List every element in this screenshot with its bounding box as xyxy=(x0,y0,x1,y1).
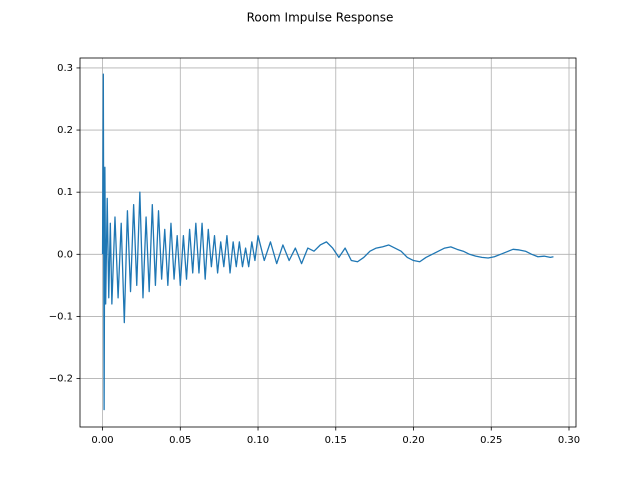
x-tick-label: 0.15 xyxy=(325,435,347,446)
x-tick-label: 0.20 xyxy=(402,435,424,446)
chart-title: Room Impulse Response xyxy=(247,11,394,25)
plot-frame xyxy=(79,57,577,428)
x-tick-label: 0.30 xyxy=(558,435,580,446)
y-tick-label: −0.1 xyxy=(49,311,73,322)
y-tick-label: 0.3 xyxy=(57,63,73,74)
x-tick-label: 0.00 xyxy=(91,435,113,446)
y-tick-label: 0.0 xyxy=(57,249,73,260)
signal-line xyxy=(101,73,554,411)
y-tick-label: −0.2 xyxy=(49,374,73,385)
x-tick-label: 0.25 xyxy=(480,435,502,446)
x-tick-label: 0.05 xyxy=(169,435,191,446)
y-tick-label: 0.1 xyxy=(57,187,73,198)
y-tick-label: 0.2 xyxy=(57,125,73,136)
x-tick-label: 0.10 xyxy=(247,435,269,446)
